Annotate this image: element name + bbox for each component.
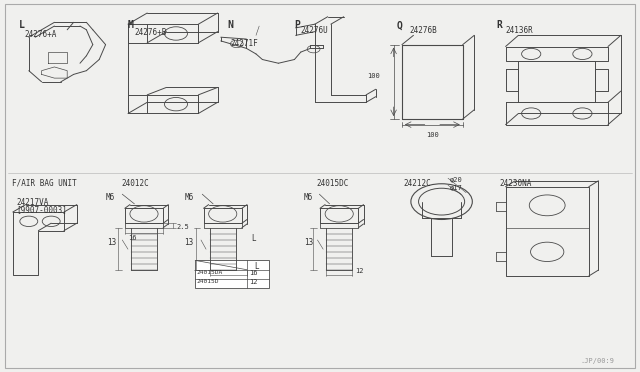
Text: L: L: [19, 20, 25, 31]
Text: 24015D: 24015D: [196, 279, 219, 284]
Text: 24276+B: 24276+B: [134, 28, 167, 37]
Text: F/AIR BAG UNIT: F/AIR BAG UNIT: [12, 179, 76, 187]
Text: φ17: φ17: [450, 185, 463, 191]
Text: 24212C: 24212C: [403, 179, 431, 187]
Text: 24230NA: 24230NA: [499, 179, 532, 187]
Text: 12: 12: [355, 268, 364, 274]
Text: 24015DC: 24015DC: [317, 179, 349, 187]
Text: 16: 16: [249, 270, 257, 276]
Text: 13: 13: [184, 238, 193, 247]
Text: 24276B: 24276B: [410, 26, 437, 35]
Text: [9907-0003]: [9907-0003]: [16, 205, 67, 214]
Text: φ20: φ20: [450, 177, 463, 183]
Text: M6: M6: [304, 193, 313, 202]
Text: 24012C: 24012C: [122, 179, 149, 187]
Text: 24276+A: 24276+A: [24, 30, 57, 39]
Text: 24271F: 24271F: [230, 39, 258, 48]
Text: L: L: [252, 234, 256, 243]
Text: M6: M6: [106, 193, 115, 202]
Text: 12: 12: [249, 279, 257, 285]
Text: 16: 16: [128, 235, 136, 241]
Text: M: M: [128, 20, 134, 31]
Text: R: R: [496, 20, 502, 31]
Text: 2.5: 2.5: [176, 224, 189, 230]
Text: 24015DA: 24015DA: [196, 270, 223, 275]
Text: 24276U: 24276U: [301, 26, 328, 35]
Text: 24217VA: 24217VA: [16, 198, 49, 207]
Text: Q: Q: [397, 20, 403, 31]
Text: .JP/00:9: .JP/00:9: [580, 358, 614, 364]
Text: P: P: [294, 20, 300, 31]
Text: 100: 100: [367, 73, 380, 79]
Text: 100: 100: [426, 132, 438, 138]
Text: M6: M6: [184, 193, 193, 202]
Text: 24136R: 24136R: [506, 26, 533, 35]
Text: L: L: [254, 262, 259, 270]
Text: N: N: [227, 20, 233, 31]
Bar: [195, 260, 269, 288]
Text: 13: 13: [107, 238, 116, 247]
Text: 13: 13: [304, 238, 313, 247]
